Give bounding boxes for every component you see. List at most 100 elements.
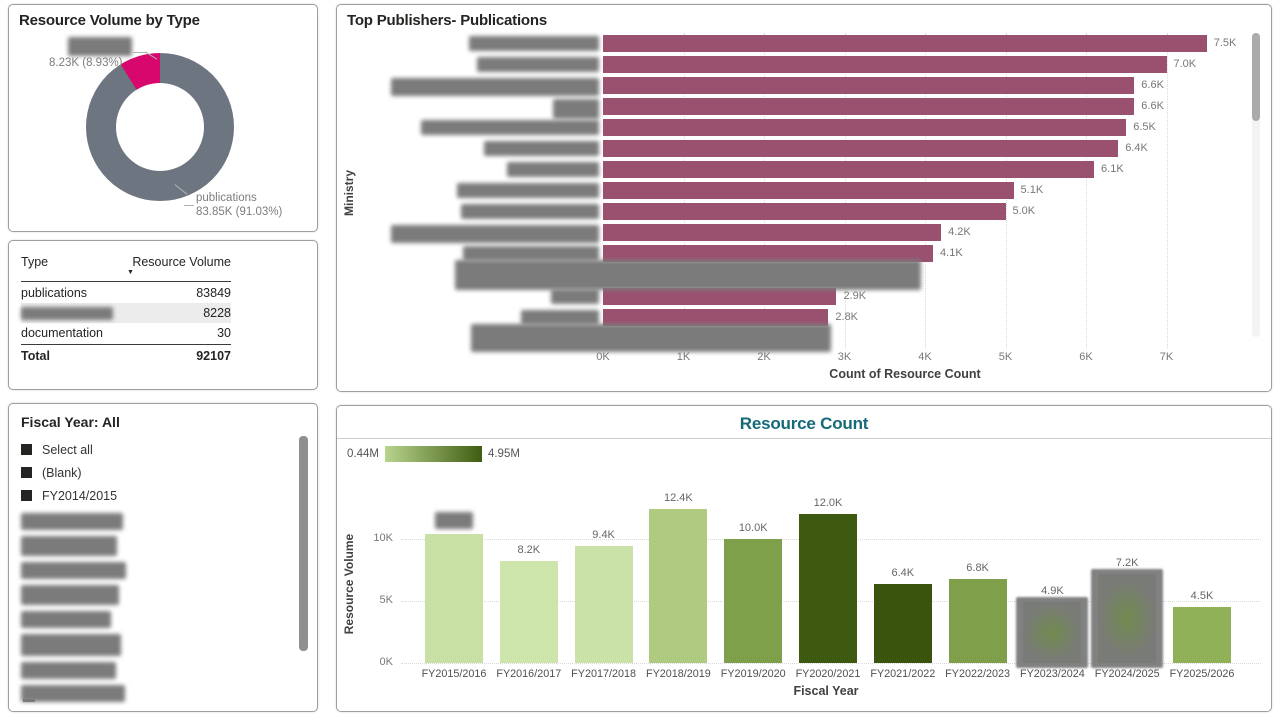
checkbox[interactable] xyxy=(21,444,32,455)
type-cell: documentation xyxy=(21,326,104,340)
publisher-bar[interactable] xyxy=(603,203,1006,221)
chart-scrollbar-thumb[interactable] xyxy=(1252,33,1260,121)
redacted-publisher-name xyxy=(507,162,599,178)
redacted-publisher-name xyxy=(421,120,599,136)
fiscal-year-bar[interactable] xyxy=(799,513,857,663)
publisher-bar[interactable] xyxy=(603,35,1207,52)
bar-value-label: 6.4K xyxy=(891,566,915,579)
gridline xyxy=(1166,33,1168,349)
callout-leader-line xyxy=(133,52,147,53)
x-axis-tick: 1K xyxy=(676,351,691,363)
redacted-publisher-name xyxy=(469,36,599,51)
publisher-bar[interactable] xyxy=(603,56,1167,74)
redacted-publisher-name xyxy=(553,99,599,120)
fiscal-year-bar[interactable] xyxy=(724,538,783,663)
fiscal-year-bar[interactable] xyxy=(425,533,483,663)
fiscal-year-bars: FY2015/2016 8.2K FY2016/2017 9.4K FY2017/201… xyxy=(337,406,1273,713)
resource-count-panel: Resource Count 0.44M 4.95M Resource Volu… xyxy=(336,405,1272,712)
checkbox[interactable] xyxy=(21,490,32,501)
resource-volume-cell: 8228 xyxy=(203,306,231,320)
top-publishers-panel: Top Publishers- Publications Ministry 7.… xyxy=(336,4,1272,392)
publisher-row: 4.1K xyxy=(337,243,1273,264)
x-axis-category-label: FY2018/2019 xyxy=(645,668,711,680)
x-axis-category-label: FY2022/2023 xyxy=(945,668,1011,680)
publisher-bar[interactable] xyxy=(603,182,1014,200)
table-row[interactable]: publications 83849 xyxy=(21,283,231,303)
resource-count-title: Resource Count xyxy=(739,414,869,433)
y-axis-tick: 10K xyxy=(373,531,393,544)
slicer-item[interactable]: Select all xyxy=(19,438,289,461)
bar-value-label: 6.4K xyxy=(1125,142,1148,155)
redacted-slicer-item xyxy=(21,685,125,702)
bar-value-label: 6.6K xyxy=(1141,79,1164,92)
slicer-item-label: (Blank) xyxy=(42,465,82,480)
donut-chart-title: Resource Volume by Type xyxy=(19,12,200,29)
color-scale-legend: 0.44M 4.95M xyxy=(347,446,520,462)
x-axis-category-label: FY2024/2025 xyxy=(1094,668,1160,680)
fiscal-year-bar[interactable] xyxy=(1173,607,1231,663)
checkbox[interactable] xyxy=(21,467,32,478)
bar-value-label: 8.2K xyxy=(517,544,541,557)
publisher-row: 7.5K xyxy=(337,33,1273,54)
redacted-slicer-item xyxy=(21,513,123,530)
legend-max-value: 4.95M xyxy=(487,448,520,460)
x-axis-tick: 3K xyxy=(837,351,852,363)
x-axis-title: Fiscal Year xyxy=(793,684,859,698)
x-axis-category-label: FY2023/2024 xyxy=(1019,668,1085,680)
publisher-bar[interactable] xyxy=(603,224,942,242)
publisher-bar[interactable] xyxy=(603,77,1135,95)
column-header-resource-volume[interactable]: Resource Volume xyxy=(132,255,231,269)
redacted-type-value xyxy=(21,306,113,320)
publisher-row xyxy=(337,260,1273,291)
publisher-row: 2.9K xyxy=(337,286,1273,307)
table-row[interactable]: 8228 xyxy=(21,303,231,323)
bar-value-label: 12.4K xyxy=(664,491,693,504)
column-header-type[interactable]: Type xyxy=(21,255,49,269)
publisher-bar[interactable] xyxy=(603,140,1119,158)
x-axis-tick: 0K xyxy=(596,351,610,363)
publisher-row: 6.6K xyxy=(337,75,1273,97)
slicer-item[interactable]: FY2014/2015 xyxy=(19,484,289,507)
publishers-bars: 7.5K 7.0K 6.6K 6.6K 6.5K 6.4K 6.1K 5.1K 5.0K 4.2K… xyxy=(337,33,1273,353)
publisher-bar[interactable] xyxy=(603,119,1127,137)
x-axis-category-label: FY2016/2017 xyxy=(496,668,562,680)
publisher-bar[interactable] xyxy=(603,98,1135,116)
fiscal-year-bar[interactable] xyxy=(574,546,633,663)
bar-value-label: 5.1K xyxy=(1020,184,1044,197)
table-total-row: Total 92107 xyxy=(21,344,231,366)
slicer-item-label: FY2014/2015 xyxy=(42,488,118,503)
bar-value-label: 6.1K xyxy=(1101,163,1124,176)
publisher-bar[interactable] xyxy=(603,245,934,263)
publisher-row: 6.5K xyxy=(337,117,1273,138)
resource-volume-by-type-panel: Resource Volume by Type 8.23K (8.93%) pu… xyxy=(8,4,318,232)
x-axis-tick: 4K xyxy=(918,351,932,363)
bar-value-label: 6.8K xyxy=(966,561,989,574)
type-cell: publications xyxy=(21,286,88,300)
publisher-row: 2.8K xyxy=(337,307,1273,328)
slicer-title: Fiscal Year: All xyxy=(21,414,120,430)
redacted-publisher-row xyxy=(455,260,921,291)
slice-callout-value: 83.85K (91.03%) xyxy=(196,206,283,218)
publisher-bar[interactable] xyxy=(603,161,1095,179)
slicer-item[interactable]: (Blank) xyxy=(19,461,289,484)
publisher-row xyxy=(337,324,1273,353)
fiscal-year-bar[interactable] xyxy=(873,583,932,663)
gridline xyxy=(1086,33,1087,349)
fiscal-year-bar[interactable] xyxy=(499,561,558,663)
gridline xyxy=(401,663,1261,664)
chart-scrollbar-track[interactable] xyxy=(1252,33,1260,337)
fiscal-year-bar[interactable] xyxy=(649,508,708,663)
table-row[interactable]: documentation 30 xyxy=(21,323,231,343)
y-axis-tick: 0K xyxy=(379,656,393,668)
publisher-bar[interactable] xyxy=(603,287,837,305)
type-cell xyxy=(21,306,113,320)
publisher-row: 4.2K xyxy=(337,222,1273,244)
redacted-slicer-item xyxy=(21,611,111,628)
publisher-bar[interactable] xyxy=(603,308,829,326)
slicer-scrollbar[interactable] xyxy=(299,436,308,651)
fiscal-year-bar[interactable] xyxy=(948,578,1007,663)
redacted-publisher-name xyxy=(463,246,599,262)
sort-descending-icon[interactable]: ▼ xyxy=(127,269,134,276)
redacted-publisher-name xyxy=(391,225,599,244)
